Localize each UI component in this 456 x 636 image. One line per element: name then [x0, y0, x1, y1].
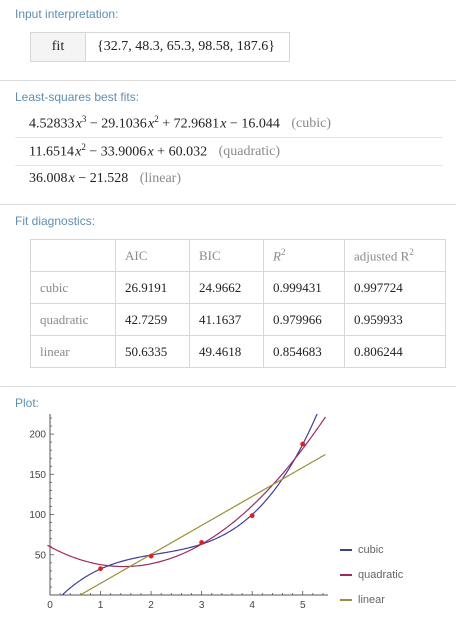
data-point [300, 441, 306, 447]
cell-aic: 26.9191 [115, 271, 190, 304]
legend-label-cubic: cubic [358, 544, 384, 556]
y-tick-label: 200 [29, 430, 46, 441]
x-tick-label: 2 [148, 600, 154, 611]
best-fits-pod: Least-squares best fits: 4.52833 x3 − 29… [0, 80, 456, 204]
plot-points [98, 441, 306, 572]
cell-bic: 41.1637 [189, 303, 264, 336]
cell-adjusted-r2: 0.806244 [344, 335, 446, 368]
x-tick-label: 0 [47, 600, 53, 611]
data-point [98, 566, 103, 572]
plot-tick-labels: 0 1 2 3 4 5 50 100 150 200 [29, 430, 306, 611]
cell-adjusted-r2: 0.959933 [344, 303, 446, 336]
row-label: quadratic [30, 303, 116, 336]
x-tick-label: 5 [300, 600, 306, 611]
legend-swatch-quadratic [340, 574, 352, 576]
header-aic: AIC [115, 239, 190, 272]
header-adjusted-r2: adjusted R2 [344, 239, 446, 272]
x-tick-label: 4 [249, 600, 255, 611]
cell-r2: 0.999431 [263, 271, 345, 304]
data-point [148, 553, 154, 559]
legend-swatch-cubic [340, 549, 352, 551]
y-tick-label: 100 [29, 510, 46, 521]
y-tick-label: 50 [35, 550, 47, 561]
pod-title-diagnostics: Fit diagnostics: [15, 214, 96, 228]
fit-row-quadratic: 11.6514 x2 − 33.9006 x + 60.032 (quadrat… [15, 137, 443, 165]
legend-item-cubic: cubic [340, 544, 384, 556]
cell-bic: 24.9662 [189, 271, 264, 304]
data-point [199, 540, 205, 545]
input-interpretation-box: fit {32.7, 48.3, 65.3, 98.58, 187.6} [30, 32, 290, 62]
fit-divider [15, 165, 443, 166]
x-tick-label: 3 [199, 600, 205, 611]
y-tick-label: 150 [29, 470, 46, 481]
legend-item-quadratic: quadratic [340, 569, 403, 581]
cell-r2: 0.979966 [263, 303, 345, 336]
fit-divider [15, 137, 443, 138]
fit-row-linear: 36.008 x − 21.528 (linear) [15, 165, 443, 193]
table-corner-cell [30, 239, 116, 272]
table-row: cubic 26.9191 24.9662 0.999431 0.997724 [30, 271, 446, 304]
plot-curves [47, 414, 326, 595]
cell-aic: 50.6335 [115, 335, 190, 368]
legend-label-quadratic: quadratic [358, 569, 404, 581]
pod-title-fits: Least-squares best fits: [15, 90, 140, 104]
fit-plot: 0 1 2 3 4 5 50 100 150 200 [29, 414, 328, 611]
table-header-row: AIC BIC R2 adjusted R2 [30, 239, 446, 272]
cell-aic: 42.7259 [115, 303, 190, 336]
legend-label-linear: linear [358, 594, 385, 606]
cell-adjusted-r2: 0.997724 [344, 271, 446, 304]
pod-separator [0, 386, 456, 387]
legend-item-linear: linear [340, 594, 385, 606]
diagnostics-table: AIC BIC R2 adjusted R2 cubic 26.9191 24.… [30, 239, 446, 368]
header-bic: BIC [189, 239, 264, 272]
fit-formula-cubic: 4.52833 x3 − 29.1036 x2 + 72.9681 x − 16… [29, 113, 332, 132]
row-label: linear [30, 335, 116, 368]
table-row: linear 50.6335 49.4618 0.854683 0.806244 [30, 335, 446, 368]
data-point [249, 513, 255, 519]
row-label: cubic [30, 271, 116, 304]
x-tick-label: 1 [98, 600, 104, 611]
series-line-linear [79, 453, 326, 595]
function-label: fit [31, 33, 86, 61]
table-row: quadratic 42.7259 41.1637 0.979966 0.959… [30, 303, 446, 336]
input-interpretation-pod: Input interpretation: fit {32.7, 48.3, 6… [0, 0, 456, 80]
header-r2: R2 [263, 239, 345, 272]
cell-r2: 0.854683 [263, 335, 345, 368]
pod-title-input: Input interpretation: [15, 7, 119, 21]
cell-bic: 49.4618 [189, 335, 264, 368]
fit-tag-linear: (linear) [139, 171, 181, 186]
series-line-quadratic [47, 416, 326, 568]
fit-row-cubic: 4.52833 x3 − 29.1036 x2 + 72.9681 x − 16… [15, 109, 443, 137]
series-line-cubic [61, 414, 318, 595]
fit-tag-quadratic: (quadratic) [218, 144, 280, 160]
plot-axes [49, 414, 328, 596]
fit-formula-linear: 36.008 x − 21.528 (linear) [29, 171, 181, 186]
fit-diagnostics-pod: Fit diagnostics: [0, 204, 456, 386]
pod-title-plot: Plot: [15, 396, 40, 410]
pod-separator [0, 80, 456, 81]
pod-separator [0, 204, 456, 205]
function-argument: {32.7, 48.3, 65.3, 98.58, 187.6} [97, 39, 275, 54]
fit-tag-cubic: (cubic) [291, 116, 332, 132]
legend-swatch-linear [340, 599, 352, 601]
fit-formula-quadratic: 11.6514 x2 − 33.9006 x + 60.032 (quadrat… [29, 141, 280, 160]
